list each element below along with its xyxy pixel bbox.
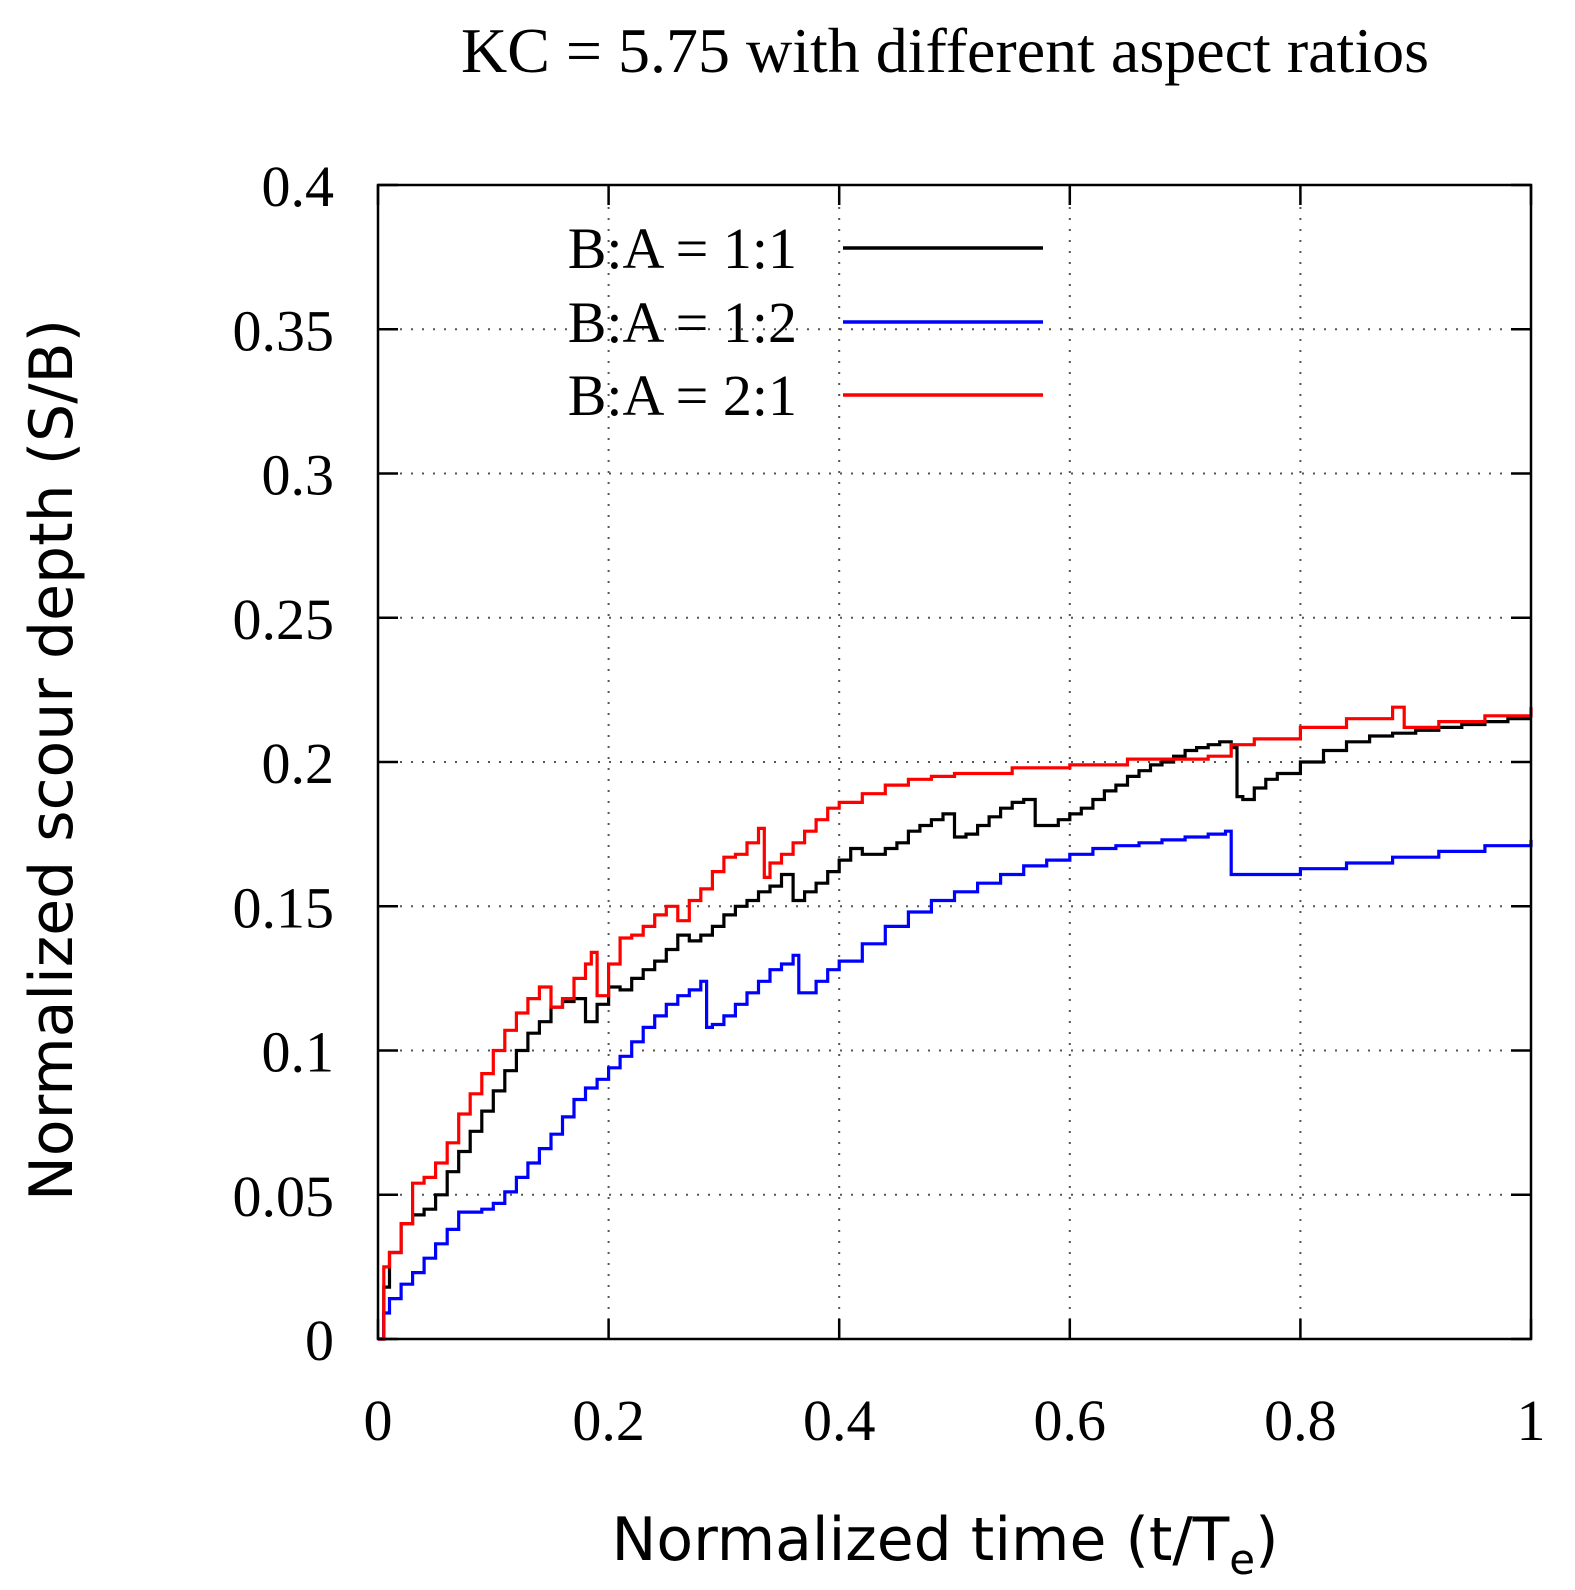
x-tick-label: 0.4: [803, 1388, 876, 1453]
y-tick-label: 0.3: [262, 443, 335, 508]
legend: B:A = 1:1 B:A = 1:2 B:A = 2:1: [568, 216, 1043, 428]
y-tick-label: 0.05: [233, 1164, 335, 1229]
legend-entry: B:A = 1:2: [568, 290, 1043, 355]
plot-frame: [376, 183, 1533, 1341]
y-tick-labels: 0 0.05 0.1 0.15 0.2 0.25 0.3 0.35 0.4: [233, 154, 335, 1373]
series-line-1: [378, 717, 1531, 1341]
y-tick-label: 0.15: [233, 875, 335, 940]
y-tick-label: 0.35: [233, 298, 335, 363]
legend-entry: B:A = 2:1: [568, 363, 1043, 428]
x-tick-labels: 0 0.2 0.4 0.6 0.8 1: [364, 1388, 1546, 1453]
series-line-2: [378, 829, 1533, 1341]
x-tick-label: 0.2: [572, 1388, 645, 1453]
legend-label: B:A = 2:1: [568, 363, 797, 428]
legend-entry: B:A = 1:1: [568, 216, 1043, 281]
y-tick-label: 0.1: [262, 1020, 335, 1085]
x-tick-label: 1: [1517, 1388, 1546, 1453]
y-tick-label: 0: [305, 1308, 334, 1373]
y-axis-label: Normalized scour depth (S/B): [17, 319, 87, 1201]
series-line-3: [378, 705, 1533, 1341]
x-tick-label: 0: [364, 1388, 393, 1453]
plot-area: [378, 705, 1533, 1341]
y-tick-label: 0.25: [233, 587, 335, 652]
legend-label: B:A = 1:2: [568, 290, 797, 355]
x-tick-label: 0.8: [1264, 1388, 1337, 1453]
y-tick-label: 0.2: [262, 731, 335, 796]
chart-title: KC = 5.75 with different aspect ratios: [461, 15, 1429, 86]
grid: [378, 185, 1531, 1339]
x-tick-label: 0.6: [1034, 1388, 1107, 1453]
y-tick-label: 0.4: [262, 154, 335, 219]
x-axis-label: Normalized time (t/Te): [611, 1505, 1278, 1584]
legend-label: B:A = 1:1: [568, 216, 797, 281]
